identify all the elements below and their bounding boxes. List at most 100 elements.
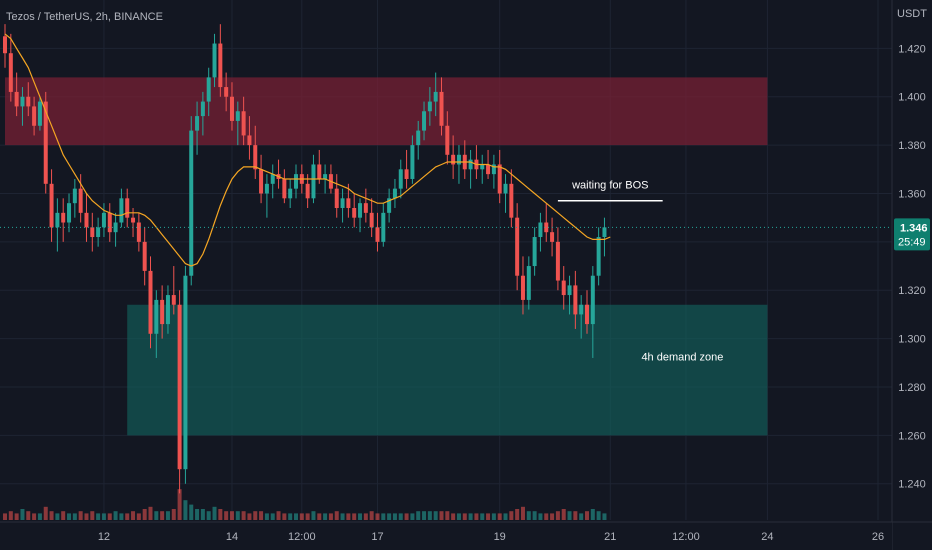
volume-bar	[148, 506, 153, 520]
candle-body	[113, 222, 118, 233]
volume-bar	[602, 513, 607, 520]
candle-body	[212, 43, 217, 78]
candle-body	[427, 101, 432, 112]
candle-body	[567, 285, 572, 296]
candle-body	[561, 280, 566, 296]
candle-body	[596, 237, 601, 276]
candle-body	[602, 227, 607, 238]
candle-body	[497, 164, 502, 194]
volume-bar	[375, 513, 380, 520]
candle-body	[392, 188, 397, 199]
candle-body	[218, 43, 223, 88]
candle-body	[579, 304, 584, 315]
candle-body	[253, 145, 258, 170]
volume-bar	[538, 513, 543, 520]
candle-body	[468, 159, 473, 170]
volume-bar	[200, 509, 205, 520]
candle-body	[160, 299, 165, 325]
volume-bar	[125, 513, 130, 520]
volume-bar	[67, 513, 72, 520]
volume-bar	[49, 511, 54, 520]
volume-bar	[352, 513, 357, 520]
volume-bar	[78, 511, 83, 520]
candle-body	[410, 145, 415, 179]
time-tick-label: 24	[761, 531, 773, 543]
candle-body	[224, 87, 229, 97]
candle-body	[235, 111, 240, 121]
time-tick-label: 26	[872, 531, 884, 543]
volume-bar	[171, 509, 176, 520]
moving-average-line	[4, 33, 611, 267]
volume-bar	[573, 511, 578, 520]
volume-bar	[497, 513, 502, 520]
candle-body	[61, 212, 66, 223]
volume-bar	[107, 513, 112, 520]
volume-bar	[189, 504, 194, 520]
candle-body	[183, 275, 188, 470]
currency-label: USDT	[897, 8, 927, 20]
volume-bar	[235, 511, 240, 520]
volume-bar	[160, 511, 165, 520]
volume-bar	[8, 511, 13, 520]
zones	[5, 77, 768, 436]
candle-body	[375, 227, 380, 242]
volume-bar	[131, 511, 136, 520]
volume-bar	[387, 513, 392, 520]
candle-body	[550, 232, 555, 242]
candle-body	[165, 295, 170, 325]
volume-bar	[509, 511, 514, 520]
time-tick-label: 12	[98, 531, 110, 543]
candle-body	[416, 130, 421, 146]
demand-annotation[interactable]: 4h demand zone	[641, 351, 723, 363]
volume-bar	[177, 489, 182, 520]
candle-body	[241, 111, 246, 136]
candle-body	[456, 154, 461, 165]
volume-bar	[14, 513, 19, 520]
last-price-value: 1.346	[900, 222, 928, 234]
candle-body	[3, 36, 7, 54]
bos-annotation[interactable]: waiting for BOS	[571, 180, 648, 192]
candle-body	[200, 101, 205, 117]
volume-bar	[491, 513, 496, 520]
candle-body	[84, 212, 89, 228]
candle-body	[206, 77, 211, 102]
candle-body	[78, 188, 83, 213]
price-axis[interactable]: 1.4201.4001.3801.3601.3401.3201.3001.280…	[891, 0, 932, 550]
price-tick-label: 1.420	[898, 43, 926, 55]
volume-bar	[468, 513, 473, 520]
volume-bar	[206, 511, 211, 520]
candle-body	[259, 169, 264, 194]
volume-bar	[72, 513, 77, 520]
candle-body	[573, 285, 578, 315]
volume-bar	[32, 513, 37, 520]
candle-body	[37, 101, 42, 126]
candle-body	[538, 222, 543, 238]
candle-body	[43, 101, 48, 184]
volume-bar	[346, 513, 351, 520]
candle-body	[358, 203, 363, 218]
volume-bar	[294, 513, 298, 520]
candle-body	[294, 174, 298, 189]
volume-bar	[462, 513, 467, 520]
volume-bar	[520, 506, 525, 520]
candle-body	[317, 164, 322, 179]
volume-bar	[334, 511, 339, 520]
candle-body	[14, 91, 19, 107]
time-axis[interactable]: 12 14 12:00 17 19 21 12:00 24 26	[0, 521, 932, 550]
candle-body	[585, 304, 589, 325]
candle-body	[125, 198, 130, 218]
volume-bar	[247, 513, 252, 520]
candle-body	[515, 217, 520, 276]
volume-bar	[195, 509, 200, 520]
volume-bar	[253, 511, 258, 520]
price-tick-label: 1.260	[898, 430, 926, 442]
volume-bar	[358, 513, 363, 520]
bar-countdown: 25:49	[898, 236, 926, 248]
volume-bar	[212, 506, 217, 520]
candle-body	[119, 198, 124, 223]
last-price-tag: 1.346 25:49	[894, 218, 930, 251]
price-tick-label: 1.380	[898, 140, 926, 152]
time-tick-label: 17	[371, 531, 383, 543]
candle-body	[270, 174, 275, 184]
